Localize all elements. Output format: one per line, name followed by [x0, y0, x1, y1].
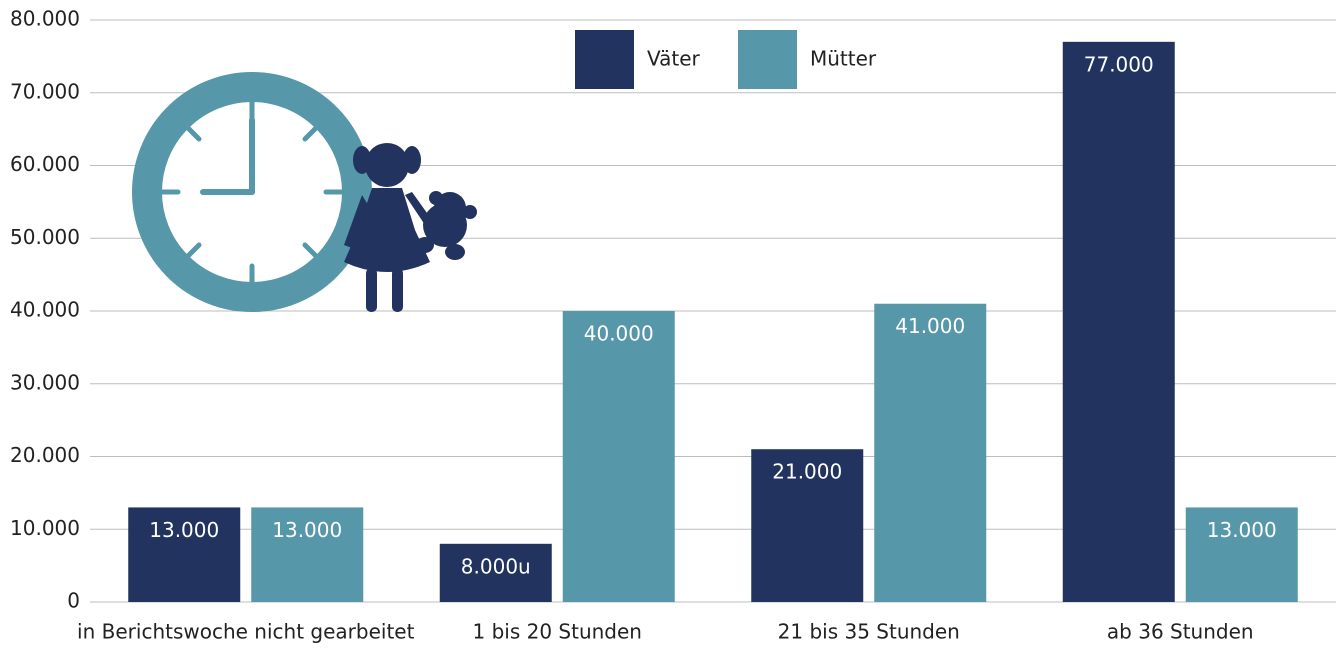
y-tick-label: 40.000 — [10, 298, 80, 322]
bar — [874, 304, 986, 602]
value-label: 8.000u — [461, 554, 531, 578]
value-label: 13.000 — [272, 518, 342, 542]
value-label: 77.000 — [1084, 52, 1154, 76]
value-label: 41.000 — [895, 314, 965, 338]
legend-swatch — [575, 30, 634, 89]
value-label: 13.000 — [1207, 518, 1277, 542]
x-tick-label: 1 bis 20 Stunden — [473, 620, 642, 644]
legend-swatch — [738, 30, 797, 89]
chart: 0 10.000 20.000 30.000 40.000 50.000 60.000 70.… — [0, 0, 1344, 648]
illustration — [147, 87, 477, 312]
bar — [563, 311, 675, 602]
x-tick-label: ab 36 Stunden — [1107, 620, 1254, 644]
x-tick-label: 21 bis 35 Stunden — [778, 620, 960, 644]
value-label: 40.000 — [584, 322, 654, 346]
x-tick-label: in Berichtswoche nicht gearbeitet — [77, 620, 415, 644]
y-tick-label: 0 — [67, 589, 80, 613]
value-label: 13.000 — [149, 518, 219, 542]
y-tick-label: 70.000 — [10, 79, 80, 103]
legend-label: Väter — [647, 47, 701, 71]
legend-label: Mütter — [810, 47, 877, 71]
value-label: 21.000 — [772, 460, 842, 484]
y-tick-label: 10.000 — [10, 516, 80, 540]
bar — [1063, 42, 1175, 602]
y-tick-label: 60.000 — [10, 152, 80, 176]
y-tick-label: 20.000 — [10, 443, 80, 467]
y-tick-label: 50.000 — [10, 225, 80, 249]
y-tick-label: 80.000 — [10, 7, 80, 31]
y-tick-label: 30.000 — [10, 370, 80, 394]
